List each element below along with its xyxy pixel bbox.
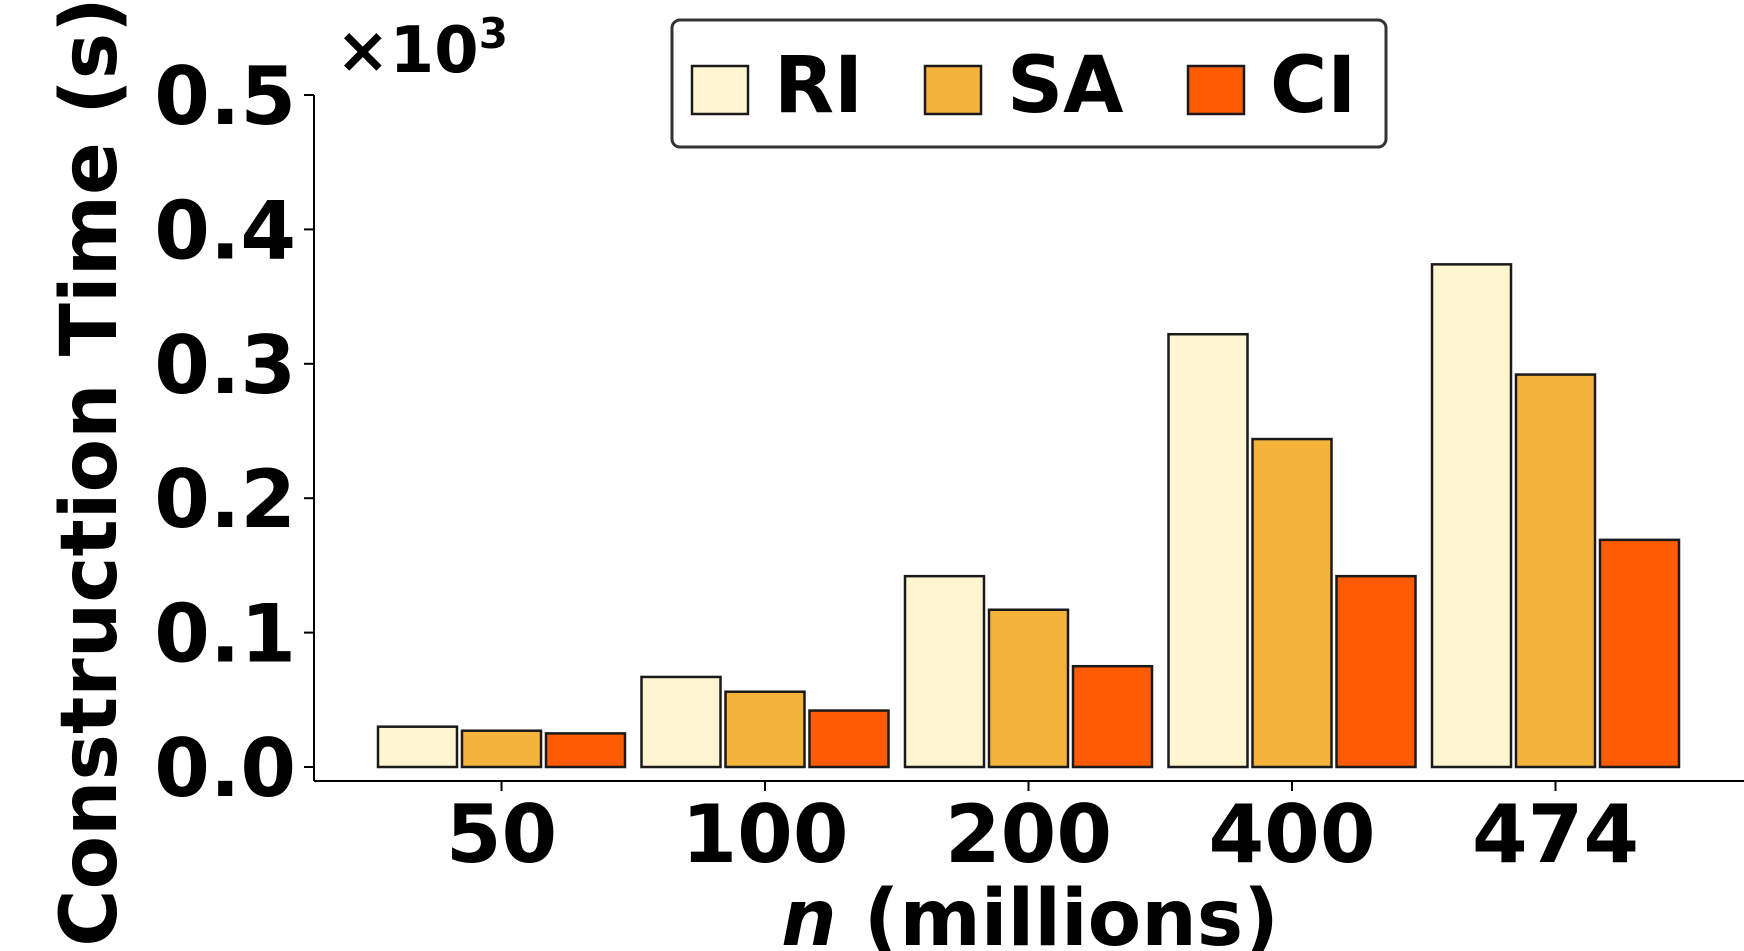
y-tick-label: 0.1 (154, 588, 296, 681)
x-tick-label: 50 (446, 788, 557, 881)
legend-swatch-ri (690, 64, 750, 116)
y-tick-label: 0.0 (154, 722, 296, 815)
x-tick-label: 400 (1209, 788, 1376, 881)
legend-swatch-sa (923, 64, 983, 116)
bar-sa-400 (1251, 437, 1333, 769)
bar-sa-474 (1514, 373, 1597, 769)
bar-ri-200 (903, 574, 986, 769)
y-tick-label: 0.2 (154, 453, 296, 546)
bar-ci-200 (1071, 664, 1154, 769)
bar-ci-50 (544, 732, 627, 769)
legend: RI SA CI (670, 18, 1388, 149)
bar-sa-200 (987, 608, 1070, 769)
y-tick-label: 0.5 (154, 50, 296, 143)
x-tick-label: 200 (945, 788, 1112, 881)
y-multiplier-base: ×10 (336, 14, 479, 88)
x-tick-label: 100 (682, 788, 849, 881)
bar-ci-100 (808, 709, 890, 769)
x-tick-label: 474 (1472, 788, 1639, 881)
y-multiplier-exponent: 3 (479, 9, 508, 58)
x-ticks-group: 50 100 200 400 474 (446, 781, 1639, 881)
bar-sa-50 (460, 729, 543, 769)
bars-group (376, 263, 1681, 769)
y-tick-label: 0.3 (154, 319, 296, 412)
legend-label-ri: RI (774, 41, 863, 131)
x-axis-label: n (millions) (781, 874, 1279, 951)
bar-ci-400 (1335, 574, 1417, 769)
bar-ri-100 (640, 675, 722, 769)
bar-ci-474 (1598, 538, 1681, 769)
bar-ri-474 (1430, 263, 1513, 769)
y-multiplier: ×103 (336, 9, 508, 88)
x-axis-label-unit: (millions) (837, 874, 1279, 951)
legend-label-ci: CI (1270, 41, 1356, 131)
x-axis-label-variable: n (781, 874, 837, 951)
y-axis-label: Construction Time (s) (45, 0, 135, 947)
y-ticks-group: 0.0 0.1 0.2 0.3 0.4 0.5 (154, 50, 314, 815)
bar-ri-400 (1167, 332, 1249, 769)
bar-ri-50 (376, 725, 459, 769)
bar-sa-100 (724, 690, 806, 769)
legend-label-sa: SA (1007, 41, 1124, 131)
y-tick-label: 0.4 (154, 184, 296, 277)
legend-swatch-ci (1186, 64, 1246, 116)
